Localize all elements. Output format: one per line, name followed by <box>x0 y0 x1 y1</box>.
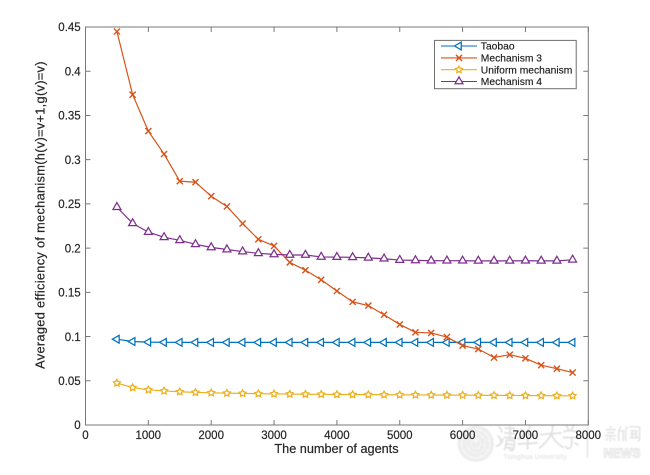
svg-text:Mechanism 3: Mechanism 3 <box>481 54 543 65</box>
svg-text:7000: 7000 <box>513 430 539 442</box>
svg-text:8000: 8000 <box>576 430 602 442</box>
svg-text:The number of agents: The number of agents <box>274 442 398 456</box>
svg-text:0: 0 <box>74 420 80 432</box>
svg-text:0.25: 0.25 <box>58 199 80 211</box>
svg-text:0.45: 0.45 <box>58 22 80 34</box>
svg-text:0.2: 0.2 <box>65 243 81 255</box>
svg-text:Taobao: Taobao <box>481 42 515 53</box>
svg-text:4000: 4000 <box>324 430 350 442</box>
svg-text:Tsinghua University: Tsinghua University <box>504 452 568 461</box>
svg-text:0: 0 <box>82 430 88 442</box>
svg-text:NEWS: NEWS <box>604 446 641 461</box>
svg-text:0.4: 0.4 <box>65 66 82 78</box>
svg-text:0.05: 0.05 <box>58 376 80 388</box>
svg-text:2000: 2000 <box>198 430 224 442</box>
svg-text:Mechanism 4: Mechanism 4 <box>481 77 543 88</box>
svg-text:Uniform mechanism: Uniform mechanism <box>481 65 573 76</box>
svg-text:0.3: 0.3 <box>65 155 81 167</box>
svg-text:5000: 5000 <box>387 430 413 442</box>
svg-text:0.15: 0.15 <box>58 288 80 300</box>
svg-text:6000: 6000 <box>450 430 476 442</box>
svg-text:3000: 3000 <box>261 430 287 442</box>
svg-text:0.35: 0.35 <box>58 111 80 123</box>
svg-text:1000: 1000 <box>136 430 162 442</box>
svg-text:0.1: 0.1 <box>65 332 81 344</box>
svg-text:Averaged efficiency of mechani: Averaged efficiency of mechanism(h(v)=v+… <box>33 61 48 369</box>
